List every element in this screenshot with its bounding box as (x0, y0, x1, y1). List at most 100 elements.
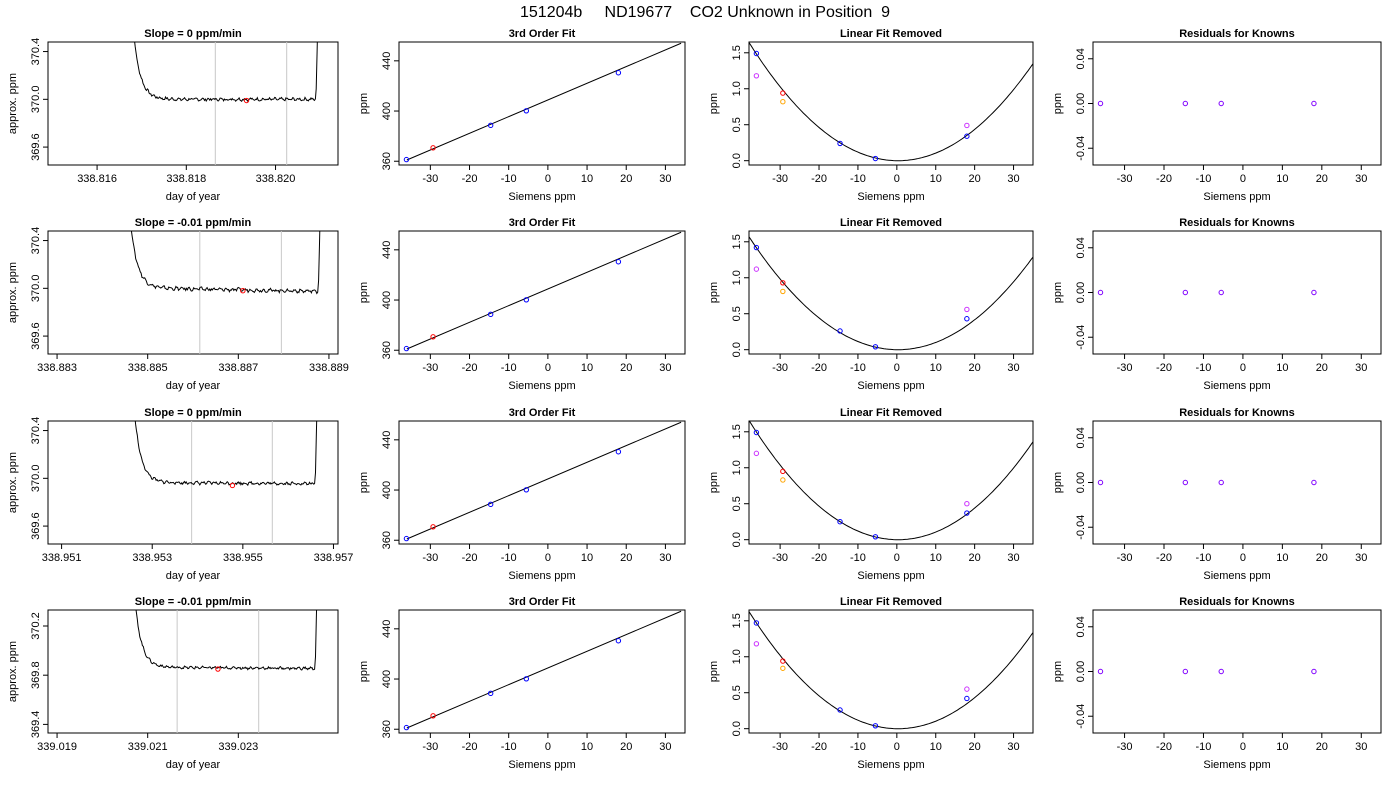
panel-title: 3rd Order Fit (509, 217, 576, 229)
y-tick-label: 440 (381, 52, 393, 70)
y-tick-label: -0.04 (1075, 325, 1087, 350)
y-tick-label: 0.00 (1075, 661, 1087, 682)
y-tick-label: 0.0 (731, 532, 743, 547)
known-point (837, 328, 843, 334)
plot-data (1097, 479, 1317, 486)
known-point (872, 344, 879, 350)
plot-frame (1092, 609, 1382, 734)
known-point (487, 690, 494, 697)
x-tick-label: 0 (1240, 552, 1246, 564)
drift-trace (130, 231, 321, 295)
plot-data (134, 421, 318, 544)
y-axis-label: ppm (708, 93, 720, 114)
unknown-raw-point (780, 288, 786, 295)
y-tick-label: 400 (381, 291, 393, 309)
x-tick-label: 0 (894, 173, 900, 185)
panel-title: Slope = 0 ppm/min (144, 28, 242, 40)
mean-marker (215, 666, 221, 672)
residual-point (1218, 479, 1224, 486)
x-axis-label: day of year (166, 570, 221, 582)
fit-line (406, 610, 682, 729)
x-tick-label: 30 (1355, 362, 1367, 374)
y-tick-label: 0.5 (731, 496, 743, 511)
x-tick-label: 10 (581, 741, 593, 753)
y-tick-label: -0.04 (1075, 515, 1087, 540)
x-tick-label: -30 (1117, 173, 1133, 185)
x-tick-label: -30 (772, 552, 788, 564)
x-tick-label: -10 (1196, 552, 1212, 564)
mean-marker (229, 482, 236, 489)
fit-curve (749, 421, 1033, 541)
x-tick-label: -20 (1156, 741, 1172, 753)
raw-point (753, 641, 760, 647)
x-tick-label: 20 (969, 173, 981, 185)
y-tick-label: 0.0 (731, 342, 743, 357)
plot-data (403, 421, 682, 542)
x-tick-label: -20 (462, 173, 478, 185)
fit-line (406, 231, 682, 350)
x-tick-label: 20 (1316, 552, 1328, 564)
x-axis-label: Siemens ppm (508, 570, 575, 582)
known-point (753, 50, 760, 57)
lin-panel-4: Linear Fit Removed -30 -20 -10 0 10 20 30 0.0 0.5… (708, 596, 1034, 771)
residual-point (1097, 100, 1104, 107)
raw-point (964, 306, 970, 313)
y-tick-label: 1.5 (731, 613, 743, 628)
panel-title: Slope = 0 ppm/min (144, 407, 242, 419)
x-tick-label: 0 (1240, 173, 1246, 185)
x-tick-label: 338.955 (223, 552, 263, 564)
res-panel-2: Residuals for Knowns -30 -20 -10 0 10 20 30 -0.0… (1052, 217, 1382, 392)
y-tick-label: 1.0 (731, 460, 743, 475)
x-tick-label: -30 (1117, 552, 1133, 564)
y-tick-label: 400 (381, 102, 393, 120)
y-tick-label: 370.4 (30, 38, 42, 66)
y-axis-label: approx. ppm (7, 452, 19, 513)
x-tick-label: 0 (1240, 741, 1246, 753)
y-tick-label: 1.5 (731, 45, 743, 60)
known-point (523, 297, 530, 303)
residual-point (1218, 668, 1224, 675)
fit-panel-3: 3rd Order Fit -30 -20 -10 0 10 20 30 360 400 440 Si… (358, 407, 686, 582)
known-point (615, 70, 622, 76)
y-tick-label: 0.5 (731, 685, 743, 700)
x-tick-label: 10 (930, 173, 942, 185)
plot-frame (748, 420, 1034, 545)
unknown-raw-point (780, 477, 786, 483)
x-tick-label: 0 (545, 362, 551, 374)
y-tick-label: 0.0 (731, 721, 743, 736)
panel-title: Linear Fit Removed (840, 217, 942, 229)
y-tick-label: 400 (381, 670, 393, 688)
x-tick-label: 10 (581, 173, 593, 185)
x-tick-label: 339.023 (218, 741, 258, 753)
x-tick-label: 339.019 (37, 741, 77, 753)
x-tick-label: 0 (894, 741, 900, 753)
unknown-point (430, 713, 436, 719)
x-tick-label: 20 (969, 362, 981, 374)
x-tick-label: 10 (930, 362, 942, 374)
residual-point (1097, 479, 1104, 486)
x-tick-label: 30 (659, 552, 671, 564)
x-tick-label: -30 (422, 173, 438, 185)
x-tick-label: 338.885 (128, 362, 168, 374)
fit-curve (749, 42, 1033, 162)
x-tick-label: 338.951 (42, 552, 82, 564)
panel-title: Slope = -0.01 ppm/min (135, 596, 252, 608)
x-axis-label: day of year (166, 380, 221, 392)
residual-point (1182, 479, 1189, 486)
x-tick-label: -30 (1117, 741, 1133, 753)
x-axis-label: Siemens ppm (857, 191, 924, 203)
plot-data (135, 610, 318, 733)
y-tick-label: 1.0 (731, 81, 743, 96)
y-tick-label: 0.00 (1075, 93, 1087, 114)
y-tick-label: 369.4 (30, 711, 42, 739)
y-tick-label: -0.04 (1075, 704, 1087, 729)
y-tick-label: 400 (381, 481, 393, 499)
y-tick-label: 0.04 (1075, 48, 1087, 69)
known-point (523, 108, 530, 114)
y-tick-label: 1.0 (731, 270, 743, 285)
residual-point (1311, 668, 1317, 675)
y-axis-label: ppm (358, 93, 370, 114)
plot-frame (398, 609, 686, 734)
x-tick-label: 338.887 (218, 362, 258, 374)
plot-data (134, 42, 318, 165)
